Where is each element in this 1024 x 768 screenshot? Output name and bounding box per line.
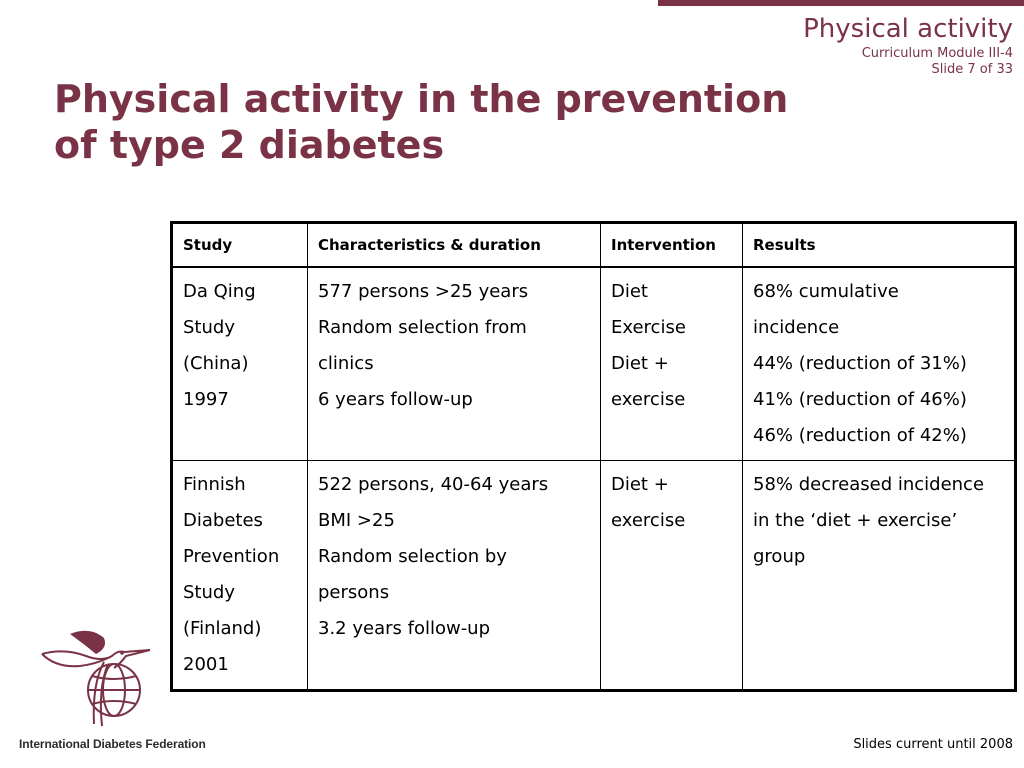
- cell-intervention: Diet + exercise: [600, 460, 743, 691]
- cell-line: 522 persons, 40-64 years: [318, 474, 549, 495]
- organization-name: International Diabetes Federation: [19, 737, 206, 751]
- cell-line: Finnish: [183, 474, 246, 495]
- top-accent-bar: [658, 0, 1024, 6]
- cell-line: 1997: [183, 389, 229, 410]
- cell-line: exercise: [611, 389, 686, 410]
- slide-header: Physical activity Curriculum Module III-…: [803, 14, 1013, 78]
- cell-line: Diabetes: [183, 510, 263, 531]
- column-header-results: Results: [742, 222, 1016, 268]
- cell-results: 58% decreased incidence in the ‘diet + e…: [742, 460, 1016, 691]
- cell-line: Exercise: [611, 317, 686, 338]
- table-row: Da Qing Study (China) 1997 577 persons >…: [171, 266, 1016, 461]
- cell-line: exercise: [611, 510, 686, 531]
- cell-intervention: Diet Exercise Diet + exercise: [600, 266, 743, 461]
- cell-line: 46% (reduction of 42%): [753, 425, 967, 446]
- table-header-row: Study Characteristics & duration Interve…: [171, 222, 1016, 268]
- title-line: Physical activity in the prevention: [54, 77, 789, 121]
- cell-line: 2001: [183, 654, 229, 675]
- cell-line: (Finland): [183, 618, 262, 639]
- cell-line: in the ‘diet + exercise’: [753, 510, 958, 531]
- studies-table: Study Characteristics & duration Interve…: [170, 221, 1017, 692]
- cell-line: 41% (reduction of 46%): [753, 389, 967, 410]
- hummingbird-globe-logo: [41, 630, 151, 727]
- page-title: Physical activity in the prevention of t…: [54, 76, 788, 168]
- cell-line: group: [753, 546, 806, 567]
- column-header-characteristics: Characteristics & duration: [307, 222, 601, 268]
- cell-line: 68% cumulative: [753, 281, 899, 302]
- column-header-study: Study: [171, 222, 308, 268]
- cell-study: Finnish Diabetes Prevention Study (Finla…: [171, 460, 308, 691]
- cell-line: clinics: [318, 353, 374, 374]
- section-title: Physical activity: [803, 14, 1013, 44]
- cell-line: BMI >25: [318, 510, 395, 531]
- cell-line: 3.2 years follow-up: [318, 618, 491, 639]
- cell-line: Diet: [611, 281, 648, 302]
- cell-line: incidence: [753, 317, 840, 338]
- table-row: Finnish Diabetes Prevention Study (Finla…: [171, 460, 1016, 691]
- cell-line: Random selection from: [318, 317, 527, 338]
- cell-line: persons: [318, 582, 390, 603]
- title-line: of type 2 diabetes: [54, 123, 445, 167]
- cell-line: Da Qing: [183, 281, 256, 302]
- cell-line: (China): [183, 353, 249, 374]
- cell-characteristics: 522 persons, 40-64 years BMI >25 Random …: [307, 460, 601, 691]
- cell-line: 6 years follow-up: [318, 389, 473, 410]
- column-header-intervention: Intervention: [600, 222, 743, 268]
- cell-results: 68% cumulative incidence 44% (reduction …: [742, 266, 1016, 461]
- footer-note: Slides current until 2008: [853, 737, 1013, 752]
- cell-line: Study: [183, 317, 235, 338]
- cell-line: 58% decreased incidence: [753, 474, 985, 495]
- cell-line: Diet +: [611, 474, 669, 495]
- cell-study: Da Qing Study (China) 1997: [171, 266, 308, 461]
- cell-line: Diet +: [611, 353, 669, 374]
- cell-line: Study: [183, 582, 235, 603]
- module-label: Curriculum Module III-4: [861, 46, 1013, 61]
- cell-line: Random selection by: [318, 546, 507, 567]
- cell-line: 577 persons >25 years: [318, 281, 529, 302]
- cell-characteristics: 577 persons >25 years Random selection f…: [307, 266, 601, 461]
- slide-number: Slide 7 of 33: [931, 62, 1013, 77]
- cell-line: 44% (reduction of 31%): [753, 353, 967, 374]
- cell-line: Prevention: [183, 546, 280, 567]
